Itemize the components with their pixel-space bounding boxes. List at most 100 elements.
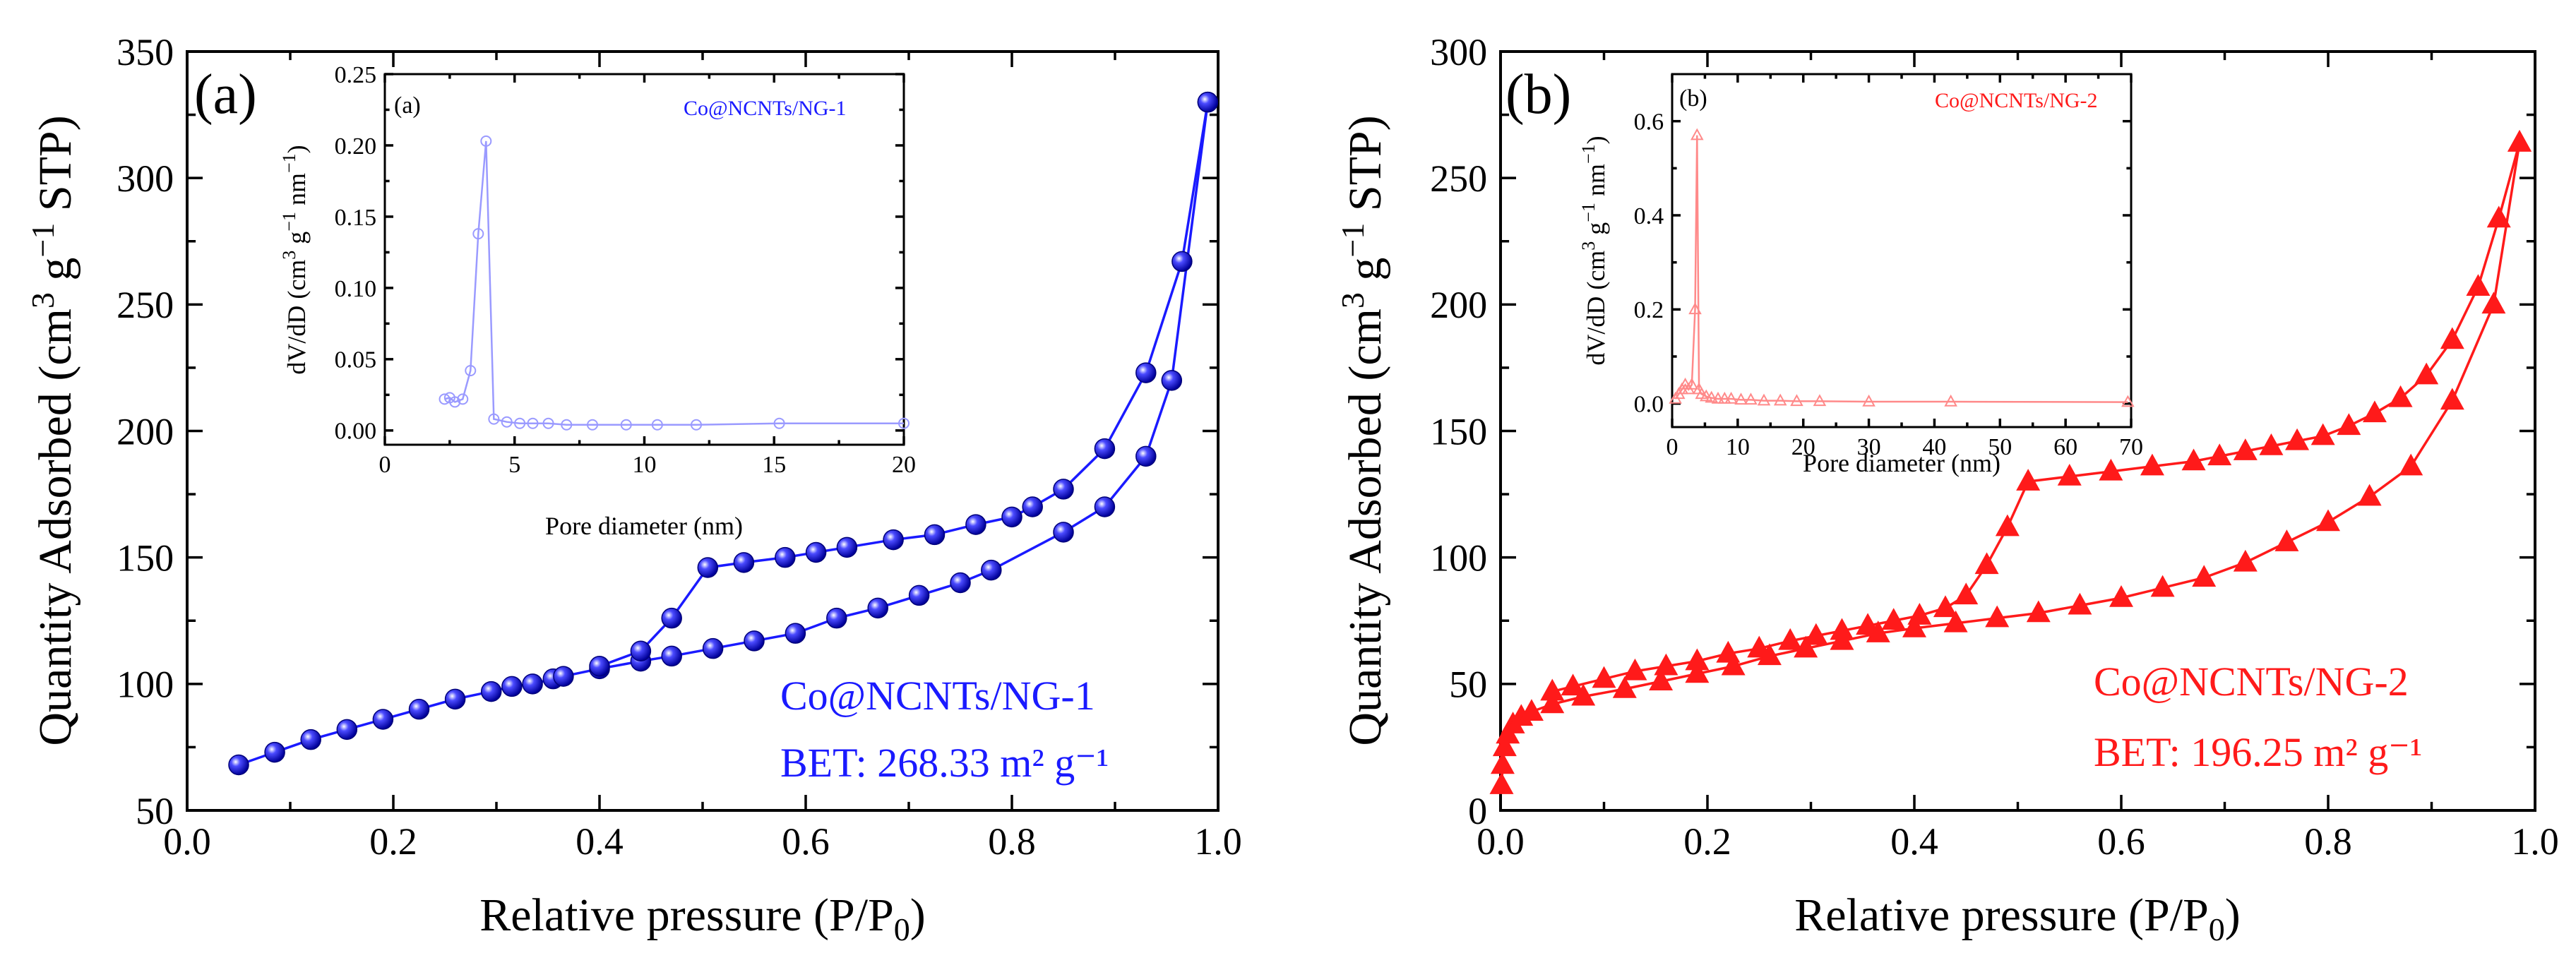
data-point-desorption	[1053, 479, 1074, 500]
inset-legend-b: Co@NCNTs/NG-2	[1935, 89, 2098, 112]
x-ticks-a: 0.0 0.2 0.4 0.6 0.8 1.0	[163, 52, 1242, 863]
inset-data-point	[457, 393, 469, 405]
data-point-desorption	[2099, 458, 2123, 481]
inset-data-point	[501, 416, 513, 428]
data-point-adsorption	[702, 637, 724, 659]
data-point-adsorption	[1685, 661, 1710, 683]
data-point-desorption	[1974, 552, 1999, 575]
data-marks-b	[1489, 129, 2532, 794]
data-point-desorption	[2508, 129, 2532, 152]
inset-data-point	[439, 393, 451, 405]
inset-data-point	[542, 417, 554, 429]
inset-data-point	[1862, 394, 1876, 407]
data-point-adsorption	[228, 754, 249, 776]
inset-data-point	[514, 417, 526, 429]
inset-frame-a	[383, 73, 905, 446]
inset-data-point	[1734, 392, 1748, 405]
data-point-adsorption	[1161, 370, 1183, 391]
data-point-desorption	[1830, 618, 1854, 640]
data-point-desorption	[1197, 91, 1219, 113]
inset-x-tick-label: 30	[1857, 434, 1881, 460]
inset-data-point	[773, 417, 785, 429]
data-point-adsorption	[908, 585, 930, 606]
main-x-tick-label: 1.0	[1194, 820, 1242, 863]
main-x-tick-label: 1.0	[2511, 820, 2559, 863]
data-point-desorption	[661, 607, 682, 629]
data-point-adsorption	[1985, 605, 2010, 628]
x-axis-title-a: Relative pressure (P/P0)	[479, 889, 926, 947]
data-point-desorption	[1933, 595, 1957, 618]
inset-data-point	[1711, 391, 1725, 404]
inset-x-tick-label: 10	[633, 452, 657, 478]
inset-data-point	[1790, 394, 1803, 407]
data-point-desorption	[2181, 448, 2206, 471]
inset-y-ticks-a: 0.00 0.05 0.10 0.15 0.20 0.25	[335, 62, 904, 445]
inset-marks-b	[1669, 128, 2135, 407]
data-point-adsorption	[264, 741, 285, 763]
data-point-desorption	[775, 546, 796, 568]
data-point-desorption	[836, 537, 858, 558]
data-point-desorption	[1907, 603, 1932, 625]
main-x-tick-label: 0.0	[163, 820, 211, 863]
data-point-desorption	[1685, 648, 1710, 671]
data-point-desorption	[1171, 251, 1193, 272]
data-point-desorption	[2140, 453, 2164, 476]
data-point-adsorption	[1649, 669, 1674, 690]
inset-y-tick-label: 0.20	[335, 133, 377, 160]
inset-x-tick-label: 0	[379, 452, 391, 478]
inset-y-tick-label: 0.00	[335, 419, 377, 445]
data-point-desorption	[2337, 413, 2361, 436]
data-point-adsorption	[1094, 496, 1116, 517]
data-point-adsorption	[444, 688, 466, 710]
data-point-desorption	[733, 552, 755, 573]
inset-x-ticks-b: 0 10 20 30 40 50 60 70	[1666, 74, 2143, 460]
inset-x-tick-label: 70	[2119, 434, 2143, 460]
data-point-desorption	[1561, 673, 1585, 696]
main-y-tick-label: 350	[117, 31, 174, 73]
main-y-tick-label: 250	[117, 284, 174, 326]
data-point-desorption	[2233, 438, 2258, 460]
data-point-desorption	[1094, 438, 1116, 460]
inset-data-point	[1690, 128, 1704, 140]
inset-x-tick-label: 0	[1666, 434, 1678, 460]
inset-series-line	[444, 140, 904, 426]
data-point-adsorption	[480, 681, 502, 702]
data-point-adsorption	[408, 698, 430, 720]
data-point-adsorption	[867, 597, 888, 619]
data-point-adsorption	[2316, 509, 2340, 532]
inset-y-title-b: dV/dD (cm3 g−1 nm−1)	[1578, 136, 1610, 365]
main-x-tick-label: 0.8	[988, 820, 1036, 863]
main-x-tick-label: 0.8	[2304, 820, 2352, 863]
inset-marks-a	[439, 135, 910, 431]
main-y-tick-label: 0	[1468, 790, 1487, 832]
inset-data-point	[1688, 302, 1702, 315]
panel-label-b: (b)	[1505, 64, 1571, 126]
annotation-bet-a: BET: 268.33 m² g⁻¹	[780, 740, 1109, 786]
inset-data-point	[1773, 393, 1787, 406]
inset-x-tick-label: 60	[2053, 434, 2077, 460]
x-axis-title-b: Relative pressure (P/P0)	[1794, 889, 2241, 947]
main-y-tick-label: 300	[117, 157, 174, 200]
data-point-desorption	[883, 529, 904, 551]
inset-data-point	[587, 419, 598, 431]
inset-data-point	[1744, 392, 1758, 405]
inset-data-point	[488, 413, 500, 425]
annotation-sample-a: Co@NCNTs/NG-1	[780, 673, 1095, 719]
main-x-tick-label: 0.6	[782, 820, 830, 863]
inset-data-point	[465, 365, 477, 376]
inset-y-tick-label: 0.05	[335, 347, 377, 373]
data-point-adsorption	[372, 709, 394, 730]
data-point-adsorption	[1492, 734, 1517, 757]
inset-frame-b	[1671, 73, 2133, 428]
panel-a: 0.0 0.2 0.4 0.6 0.8 1.0 50100150200250300350 …	[25, 31, 1242, 947]
inset-b: 0 10 20 30 40 50 60 70 0.0 0.2 0.4 0.6 (b) Co@NCNT…	[1578, 73, 2143, 477]
data-point-desorption	[2016, 469, 2041, 491]
main-x-tick-label: 0.6	[2097, 820, 2145, 863]
data-point-adsorption	[661, 645, 682, 667]
inset-x-title-b: Pore diameter (nm)	[1803, 449, 2000, 477]
data-point-adsorption	[2109, 585, 2133, 607]
data-point-desorption	[2486, 205, 2511, 228]
